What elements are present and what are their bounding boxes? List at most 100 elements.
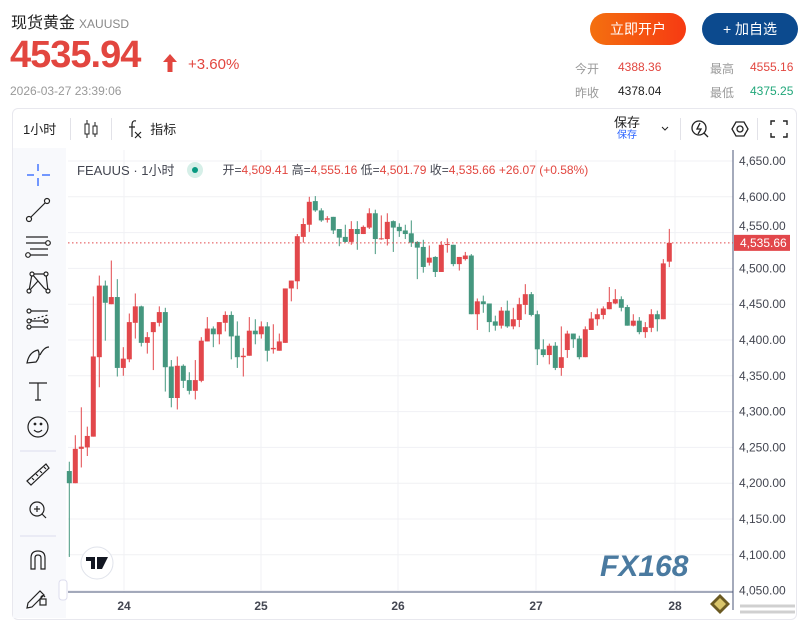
candle xyxy=(78,446,84,449)
candle xyxy=(240,355,246,358)
save-label: 保存 xyxy=(613,114,640,130)
fx168-watermark: FX168 xyxy=(600,550,689,583)
settings-icon[interactable] xyxy=(719,118,757,140)
candle xyxy=(462,255,468,260)
current-price: 4535.94 xyxy=(10,34,141,76)
x-tick-label: 27 xyxy=(529,599,543,613)
candle xyxy=(138,306,144,343)
candle xyxy=(312,201,318,211)
candle xyxy=(666,242,672,262)
candle xyxy=(540,349,546,356)
prev-close-value: 4378.04 xyxy=(618,84,662,98)
candle xyxy=(480,301,486,305)
y-tick-label: 4,450.00 xyxy=(739,297,786,311)
quick-search-icon[interactable] xyxy=(681,118,719,140)
last-price-marker xyxy=(734,234,790,251)
trend-line-icon[interactable] xyxy=(25,197,51,223)
ruler-icon[interactable] xyxy=(26,463,50,486)
candle xyxy=(588,318,594,330)
y-tick-label: 4,100.00 xyxy=(739,548,786,562)
chart-toolbar: 1小时 指标 保存 保存 xyxy=(13,109,796,148)
candle xyxy=(546,345,552,356)
legend-open: 4,509.41 xyxy=(241,163,289,177)
candle xyxy=(120,358,126,368)
indicators-button[interactable]: 指标 xyxy=(150,122,177,137)
candle xyxy=(132,306,138,323)
low-value: 4375.25 xyxy=(750,84,794,98)
y-tick-label: 4,600.00 xyxy=(739,190,786,204)
timestamp: 2026-03-27 23:39:06 xyxy=(10,84,122,98)
candle xyxy=(144,337,150,343)
candle xyxy=(516,304,522,320)
x-tick-label: 26 xyxy=(391,599,405,613)
market-status-icon xyxy=(186,161,203,178)
interval-selector[interactable]: 1小时 xyxy=(23,122,57,137)
tradingview-logo[interactable] xyxy=(80,546,114,580)
candle xyxy=(114,297,120,368)
candle xyxy=(642,327,648,333)
candle xyxy=(432,256,438,272)
candle xyxy=(576,338,582,358)
candle xyxy=(270,347,276,350)
magnet-icon[interactable] xyxy=(30,550,46,570)
candle xyxy=(486,303,492,323)
candle xyxy=(450,244,456,265)
prev-close-label: 昨收 xyxy=(575,86,600,100)
instrument-name: 现货黄金 xyxy=(11,15,76,32)
lock-drawing-icon[interactable] xyxy=(26,590,47,609)
candle xyxy=(336,229,342,238)
candle xyxy=(522,294,528,305)
candle xyxy=(600,308,606,315)
candle xyxy=(402,230,408,235)
brush-icon[interactable] xyxy=(26,346,50,364)
candle xyxy=(468,255,474,315)
candle xyxy=(174,365,180,398)
open-account-button[interactable]: 立即开户 xyxy=(590,13,686,45)
sinosound-logo xyxy=(710,594,795,614)
chevron-down-icon[interactable] xyxy=(640,118,680,140)
add-watchlist-button[interactable]: + 加自选 xyxy=(702,13,798,45)
horizontal-lines-icon[interactable] xyxy=(25,236,51,258)
text-icon[interactable] xyxy=(29,382,47,401)
candle xyxy=(288,280,294,289)
candle xyxy=(72,448,78,484)
y-tick-label: 4,250.00 xyxy=(739,440,786,454)
fullscreen-icon[interactable] xyxy=(758,118,796,140)
candle xyxy=(330,216,336,231)
candle xyxy=(90,356,96,437)
candle xyxy=(210,328,216,335)
candle xyxy=(186,380,192,391)
candle xyxy=(510,319,516,327)
candle xyxy=(570,333,576,340)
candle xyxy=(258,326,264,335)
divider xyxy=(680,117,681,140)
change-percent: +3.60% xyxy=(188,56,240,73)
arrow-up-icon xyxy=(163,54,177,72)
save-sublabel: 保存 xyxy=(616,129,637,141)
instrument-title: 现货黄金 XAUUSD xyxy=(11,9,129,33)
candle xyxy=(474,301,480,315)
pattern-icon[interactable] xyxy=(26,271,51,294)
y-tick-label: 4,400.00 xyxy=(739,333,786,347)
candle xyxy=(222,314,228,323)
close-label: 收= xyxy=(429,163,449,177)
legend-low: 4,501.79 xyxy=(379,163,427,177)
y-tick-label: 4,350.00 xyxy=(739,369,786,383)
candle xyxy=(492,321,498,326)
high-label: 高= xyxy=(291,163,311,177)
collapse-toolbar-handle[interactable] xyxy=(58,579,68,601)
candle xyxy=(282,288,288,343)
crosshair-icon[interactable] xyxy=(27,164,50,186)
candle xyxy=(228,314,234,337)
fib-icon[interactable] xyxy=(26,308,49,330)
divider xyxy=(111,117,113,140)
candle-type-icon[interactable] xyxy=(71,118,111,140)
candle xyxy=(558,357,564,368)
candle xyxy=(318,210,324,221)
last-price-label: 4,535.66 xyxy=(740,236,787,250)
emoji-icon[interactable] xyxy=(27,416,49,438)
candle xyxy=(324,218,330,220)
save-button[interactable]: 保存 保存 xyxy=(614,116,640,142)
zoom-in-icon[interactable] xyxy=(29,501,47,519)
